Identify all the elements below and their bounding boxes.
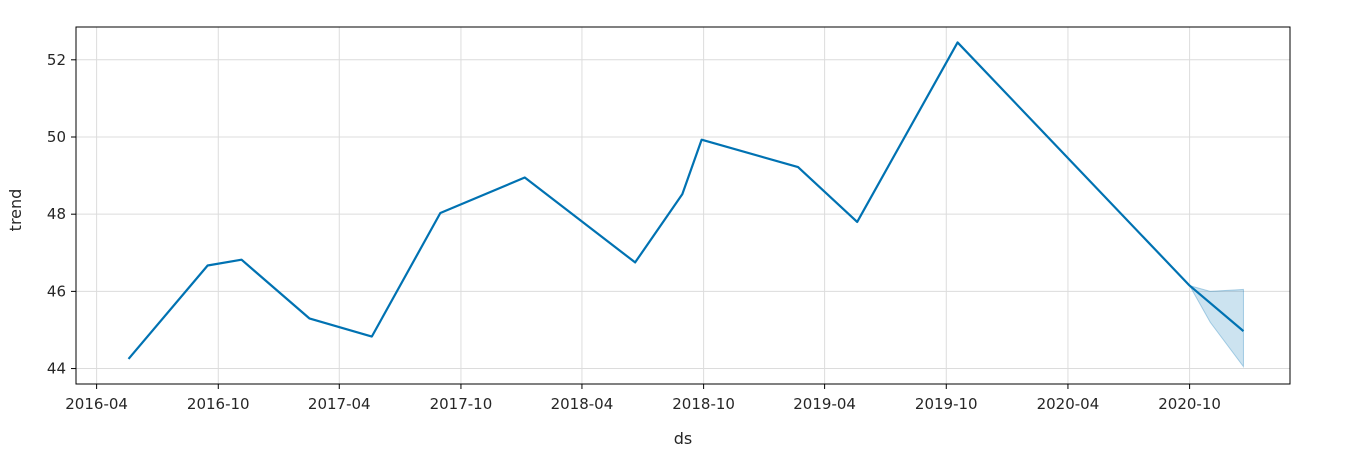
uncertainty-band [1188, 284, 1244, 369]
x-axis-label: ds [674, 429, 693, 448]
x-tick-label: 2020-10 [1158, 395, 1221, 413]
trend-line [127, 41, 1245, 360]
y-axis-label: trend [6, 189, 25, 232]
y-tick-label: 50 [47, 128, 66, 146]
x-tick-label: 2020-04 [1037, 395, 1100, 413]
y-tick-label: 52 [47, 51, 66, 69]
x-axis: 2016-04 2016-10 2017-04 2017-10 2018-04 2018-… [65, 384, 1221, 413]
y-tick-label: 48 [47, 205, 66, 223]
x-tick-label: 2017-10 [430, 395, 493, 413]
plot-frame [75, 26, 1291, 385]
plot-background [76, 27, 1290, 384]
x-tick-label: 2018-10 [672, 395, 735, 413]
y-tick-label: 44 [47, 360, 66, 378]
y-axis: 44 46 48 50 52 [47, 51, 76, 378]
x-tick-label: 2019-10 [915, 395, 978, 413]
x-tick-label: 2018-04 [551, 395, 614, 413]
x-tick-label: 2019-04 [793, 395, 856, 413]
x-tick-label: 2016-10 [187, 395, 250, 413]
y-tick-label: 46 [47, 282, 66, 300]
x-tick-label: 2016-04 [65, 395, 128, 413]
x-tick-label: 2017-04 [308, 395, 371, 413]
